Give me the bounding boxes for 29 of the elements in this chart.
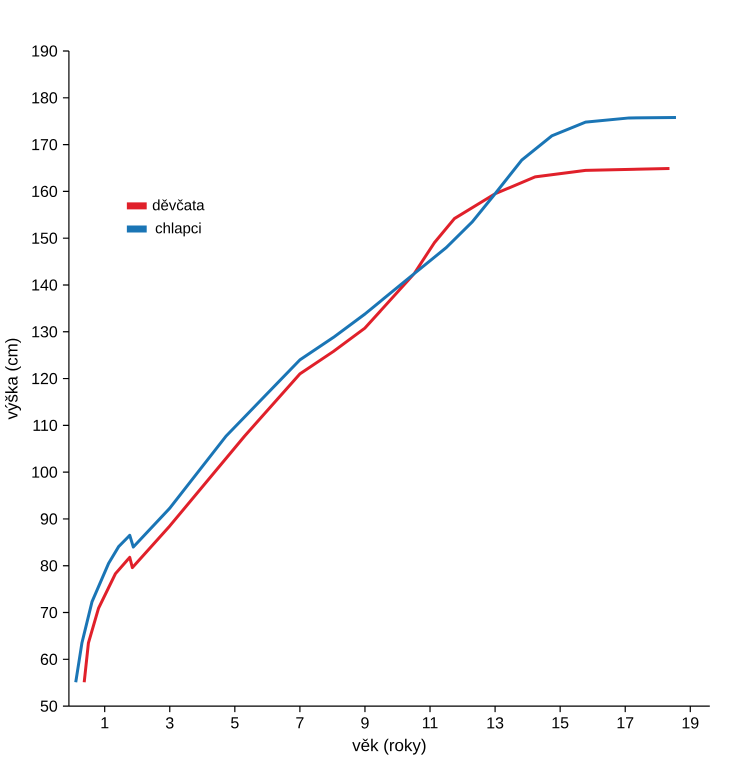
y-tick-label: 100 — [32, 466, 57, 478]
y-axis-title: výška (cm) — [4, 338, 21, 420]
x-tick-label: 5 — [230, 717, 238, 728]
y-tick-label: 190 — [32, 45, 57, 57]
y-tick-label: 90 — [40, 513, 57, 525]
x-axis-title: věk (roky) — [352, 738, 426, 755]
x-tick-label: 13 — [487, 717, 504, 729]
x-tick-label: 1 — [101, 717, 108, 728]
x-tick-label: 11 — [422, 717, 438, 728]
y-tick-label: 60 — [40, 654, 57, 665]
y-tick-label: 160 — [32, 186, 57, 198]
legend-label: chlapci — [156, 222, 200, 236]
y-tick-label: 80 — [40, 560, 57, 572]
y-tick-label: 140 — [32, 279, 57, 291]
y-tick-label: 130 — [32, 326, 57, 338]
y-tick-label: 110 — [33, 420, 57, 432]
x-tick-label: 19 — [682, 717, 698, 729]
y-tick-label: 150 — [32, 232, 57, 244]
y-tick-label: 50 — [40, 700, 57, 712]
legend-label: děvčata — [152, 199, 204, 210]
x-tick-label: 9 — [361, 717, 368, 729]
x-tick-label: 17 — [617, 717, 634, 728]
x-tick-label: 7 — [296, 717, 304, 728]
y-tick-label: 180 — [32, 92, 57, 104]
y-tick-label: 170 — [32, 138, 57, 150]
x-tick-label: 15 — [552, 717, 568, 728]
y-tick-label: 70 — [40, 606, 57, 618]
x-tick-label: 3 — [166, 717, 174, 729]
y-tick-label: 120 — [32, 372, 57, 384]
